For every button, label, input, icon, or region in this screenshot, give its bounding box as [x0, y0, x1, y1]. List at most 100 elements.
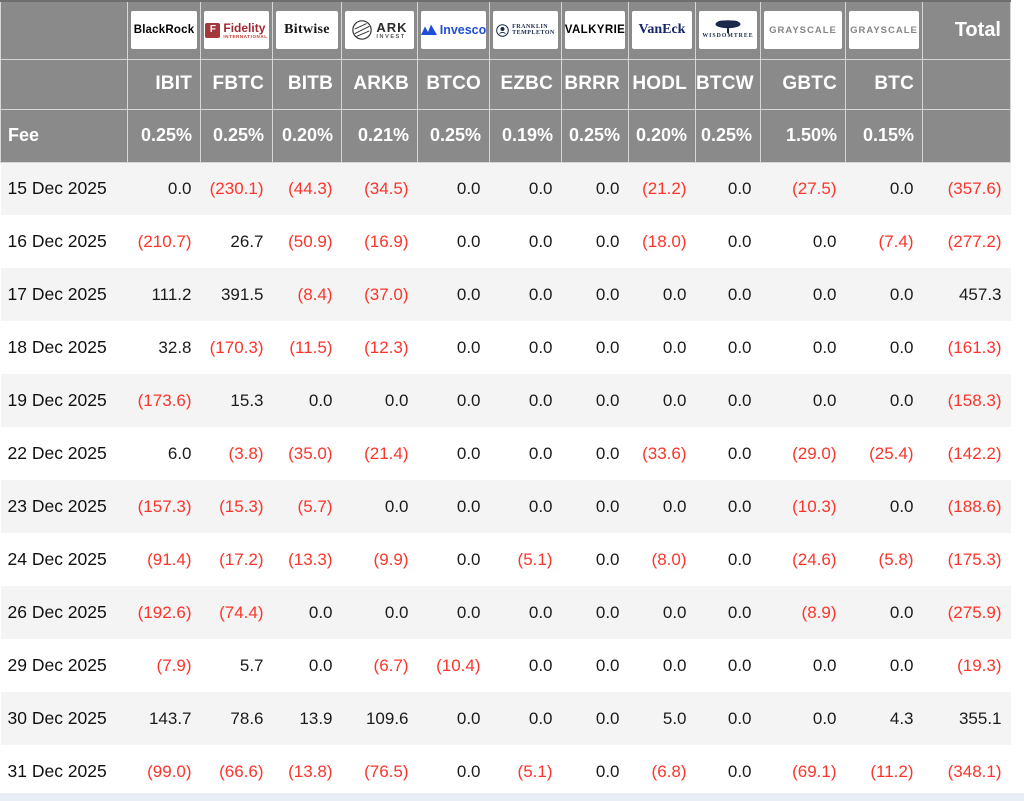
flow-cell-gbtc: (27.5) — [792, 178, 837, 198]
fee-brrr: 0.25% — [561, 108, 629, 163]
flow-cell-ezbc: 0.0 — [528, 443, 553, 463]
franklin-line1: FRANKLIN — [512, 24, 549, 31]
ticker-hodl: HODL — [628, 58, 696, 110]
flow-cell-arkb: (9.9) — [373, 549, 409, 569]
ticker-btcw: BTCW — [695, 58, 761, 110]
ark-sub-text: INVEST — [376, 33, 406, 40]
flow-cell-hodl: (33.6) — [642, 443, 687, 463]
flow-cell-bitb: 0.0 — [308, 655, 333, 675]
flow-cell-bitb: (35.0) — [288, 443, 333, 463]
flow-cell-hodl: (18.0) — [642, 231, 687, 251]
flow-cell-brrr: 0.0 — [595, 178, 620, 198]
flow-cell-ibit: (173.6) — [137, 390, 192, 410]
flow-cell-gbtc: 0.0 — [812, 284, 837, 304]
flow-cell-ibit: (99.0) — [147, 761, 192, 781]
row-total: (357.6) — [947, 178, 1002, 198]
fee-arkb: 0.21% — [341, 108, 418, 163]
flow-cell-bitb: 0.0 — [308, 602, 333, 622]
table-row: 24 Dec 2025 (91.4) (17.2) (13.3) (9.9) 0.0 (5.… — [0, 533, 1011, 586]
flow-cell-btcw: 0.0 — [727, 708, 752, 728]
flow-cell-hodl: 0.0 — [662, 655, 687, 675]
flow-cell-ibit: 0.0 — [167, 178, 192, 198]
blackrock-logo: BlackRock — [133, 23, 195, 36]
ark-logo-text: ARK INVEST — [376, 21, 407, 41]
flow-cell-arkb: 0.0 — [384, 390, 409, 410]
flow-cell-hodl: 0.0 — [662, 337, 687, 357]
row-total: (275.9) — [947, 602, 1002, 622]
wisdomtree-wordmark: WISDOMTREE — [702, 33, 754, 40]
flow-cell-hodl: 0.0 — [662, 390, 687, 410]
ticker-arkb: ARKB — [341, 58, 418, 110]
provider-logo-cell-ezbc: FRANKLIN TEMPLETON — [489, 0, 562, 60]
logo-header-row: BlackRock F Fidelity INTERNATIONAL Bitwise AR… — [0, 0, 1011, 60]
franklin-seal-icon — [496, 23, 509, 37]
flow-cell-fbtc: (74.4) — [219, 602, 264, 622]
logo-box-grayscale: GRAYSCALE — [849, 11, 919, 50]
flow-cell-arkb: 0.0 — [384, 602, 409, 622]
flow-cell-ibit: 6.0 — [167, 443, 192, 463]
franklin-templeton-logo: FRANKLIN TEMPLETON — [496, 23, 555, 37]
flow-cell-arkb: (37.0) — [364, 284, 409, 304]
row-date: 16 Dec 2025 — [7, 231, 107, 251]
logo-box-valkyrie: VALKYRIE — [565, 11, 625, 50]
table-row: 15 Dec 2025 0.0 (230.1) (44.3) (34.5) 0.0 0.0 0… — [0, 162, 1011, 215]
row-date: 18 Dec 2025 — [7, 337, 107, 357]
flow-cell-bitb: (5.7) — [297, 496, 333, 516]
flow-cell-brrr: 0.0 — [595, 549, 620, 569]
logo-box-bitwise: Bitwise — [276, 11, 338, 50]
flow-cell-btc: 0.0 — [889, 337, 914, 357]
flow-cell-arkb: (16.9) — [364, 231, 409, 251]
ticker-btco: BTCO — [417, 58, 490, 110]
flow-cell-brrr: 0.0 — [595, 284, 620, 304]
flow-cell-ezbc: 0.0 — [528, 284, 553, 304]
flow-cell-btco: 0.0 — [456, 390, 481, 410]
flow-cell-ezbc: 0.0 — [528, 337, 553, 357]
flow-cell-btcw: 0.0 — [727, 337, 752, 357]
table-row: 29 Dec 2025 (7.9) 5.7 0.0 (6.7) (10.4) 0.0 0.0 0… — [0, 639, 1011, 692]
provider-logo-cell-fbtc: F Fidelity INTERNATIONAL — [200, 0, 273, 60]
flow-cell-btco: (10.4) — [436, 655, 481, 675]
flow-cell-gbtc: 0.0 — [812, 708, 837, 728]
row-date: 22 Dec 2025 — [7, 443, 107, 463]
flow-cell-btcw: 0.0 — [727, 602, 752, 622]
flow-cell-ezbc: 0.0 — [528, 231, 553, 251]
flow-cell-btco: 0.0 — [456, 602, 481, 622]
flow-cell-fbtc: (66.6) — [219, 761, 264, 781]
flow-cell-btco: 0.0 — [456, 549, 481, 569]
flow-cell-hodl: (8.0) — [651, 549, 687, 569]
flow-cell-arkb: (76.5) — [364, 761, 409, 781]
grayscale-logo: GRAYSCALE — [850, 24, 918, 36]
ticker-ibit: IBIT — [127, 58, 201, 110]
flow-cell-hodl: (6.8) — [651, 761, 687, 781]
flow-cell-arkb: (6.7) — [373, 655, 409, 675]
ticker-bitb: BITB — [272, 58, 342, 110]
flow-cell-btco: 0.0 — [456, 337, 481, 357]
ark-logo: ARK INVEST — [351, 19, 407, 41]
flow-cell-btc: (7.4) — [878, 231, 914, 251]
provider-logo-cell-hodl: VanEck — [628, 0, 696, 60]
flow-cell-ibit: 111.2 — [151, 284, 192, 304]
provider-logo-cell-arkb: ARK INVEST — [341, 0, 418, 60]
row-total: (161.3) — [947, 337, 1002, 357]
flow-cell-btcw: 0.0 — [727, 284, 752, 304]
flow-cell-ibit: 143.7 — [148, 708, 192, 728]
table-row: 30 Dec 2025 143.7 78.6 13.9 109.6 0.0 0.0 0.0 5.… — [0, 692, 1011, 745]
provider-logo-cell-btco: Invesco — [417, 0, 490, 60]
fidelity-logo-text: Fidelity INTERNATIONAL — [223, 22, 267, 40]
table-row: 17 Dec 2025 111.2 391.5 (8.4) (37.0) 0.0 0.0 0.… — [0, 268, 1011, 321]
flow-cell-brrr: 0.0 — [595, 496, 620, 516]
grayscale-logo: GRAYSCALE — [769, 24, 837, 36]
ticker-header-row: IBIT FBTC BITB ARKB BTCO EZBC BRRR HODL BTCW GBTC… — [0, 58, 1011, 110]
flow-cell-btcw: 0.0 — [727, 178, 752, 198]
flow-cell-btc: 0.0 — [889, 178, 914, 198]
flow-cell-fbtc: (170.3) — [209, 337, 264, 357]
provider-logo-cell-btc: GRAYSCALE — [845, 0, 923, 60]
flow-cell-gbtc: 0.0 — [812, 231, 837, 251]
wisdomtree-tree-icon — [715, 20, 741, 34]
fee-btcw: 0.25% — [695, 108, 761, 163]
total-header: Total — [922, 0, 1011, 60]
flow-cell-brrr: 0.0 — [595, 708, 620, 728]
flow-cell-ezbc: 0.0 — [528, 178, 553, 198]
fee-fbtc: 0.25% — [200, 108, 273, 163]
